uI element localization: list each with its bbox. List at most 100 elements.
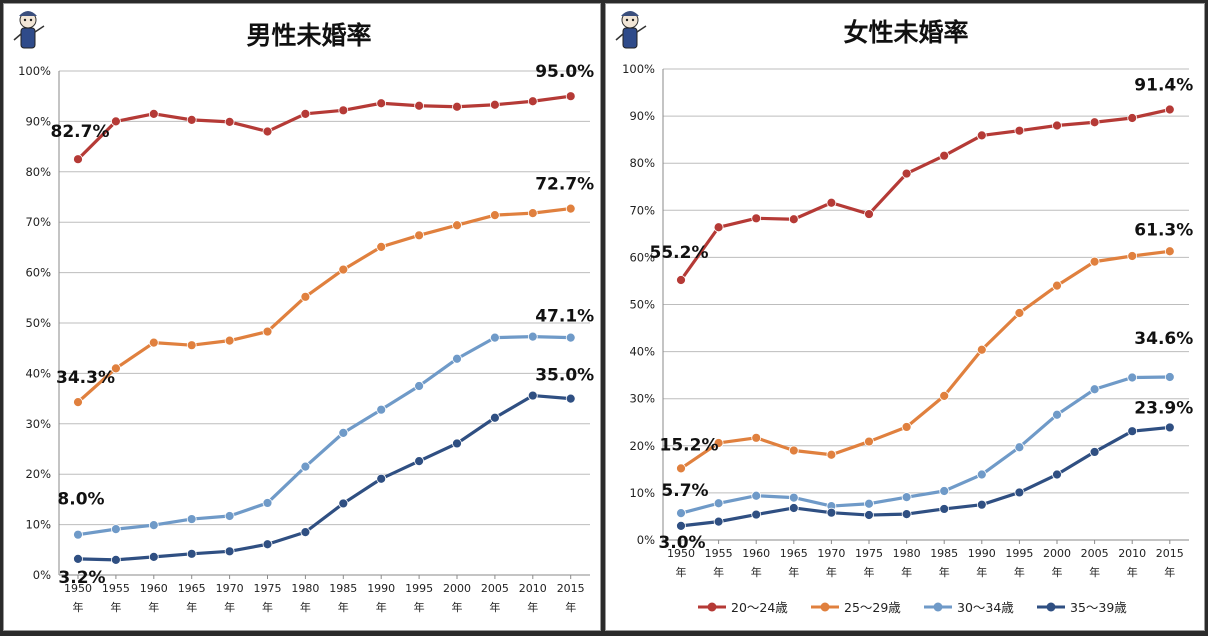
data-point	[788, 503, 799, 513]
data-point	[751, 432, 762, 443]
data-point	[1164, 422, 1175, 433]
male-chart-panel: 男性未婚率 0% 10% 20% 30% 40% 50% 60% 70% 80% 90% 100% 19…	[3, 3, 601, 631]
data-point	[1089, 384, 1100, 395]
x-tick-suffix: 年	[527, 600, 538, 614]
data-label: 3.0%	[658, 533, 705, 553]
x-tick-label: 1970	[216, 582, 244, 595]
x-tick-label: 1965	[780, 547, 808, 560]
mascot-icon	[615, 11, 647, 49]
data-point	[864, 209, 874, 219]
mascot-body	[20, 27, 36, 49]
data-label: 47.1%	[535, 307, 594, 327]
data-point	[224, 546, 235, 557]
mascot-eye	[23, 18, 27, 22]
data-point	[864, 436, 874, 447]
y-tick-label: 100%	[622, 62, 655, 76]
data-point	[751, 213, 762, 224]
x-tick-suffix: 年	[713, 565, 724, 579]
data-point	[186, 340, 197, 351]
male-unmarried-rate-chart: 男性未婚率 0% 10% 20% 30% 40% 50% 60% 70% 80% 90% 100% 19…	[13, 11, 594, 614]
data-point	[1127, 372, 1138, 383]
x-tick-suffix: 年	[976, 565, 987, 579]
data-point	[376, 98, 387, 109]
x-tick-label: 1965	[178, 582, 206, 595]
data-point	[864, 510, 874, 520]
legend-swatch-marker	[1046, 602, 1056, 612]
data-point	[1052, 280, 1062, 291]
data-label: 91.4%	[1134, 76, 1193, 96]
data-point	[976, 469, 987, 480]
data-point	[1014, 308, 1025, 318]
series-line-1	[680, 249, 1170, 470]
data-point	[1127, 251, 1138, 261]
data-point	[676, 520, 686, 531]
y-tick-label: 70%	[629, 203, 655, 217]
chart-title: 男性未婚率	[246, 21, 371, 50]
data-point	[751, 509, 762, 520]
x-tick-label: 2010	[519, 582, 547, 595]
data-point	[1052, 469, 1062, 480]
data-point	[300, 108, 311, 119]
x-tick-suffix: 年	[338, 600, 349, 614]
chart-title: 女性未婚率	[843, 18, 968, 47]
x-tick-suffix: 年	[901, 565, 912, 579]
data-point	[73, 553, 83, 564]
data-point	[565, 393, 576, 404]
x-tick-suffix: 年	[414, 600, 425, 614]
data-label: 35.0%	[535, 366, 594, 386]
y-tick-label: 90%	[629, 109, 655, 123]
y-tick-label: 20%	[25, 467, 51, 481]
x-tick-label: 2000	[1043, 547, 1071, 560]
y-tick-label: 30%	[629, 392, 655, 406]
data-point	[565, 203, 576, 214]
data-point	[1164, 372, 1175, 382]
data-point	[713, 438, 724, 448]
y-tick-label: 40%	[25, 366, 51, 380]
data-point	[376, 473, 387, 484]
mascot-arm-left	[615, 33, 624, 41]
x-tick-suffix: 年	[751, 565, 762, 579]
x-tick-label: 1995	[405, 582, 433, 595]
x-tick-suffix: 年	[1164, 565, 1175, 579]
x-tick-suffix: 年	[676, 565, 687, 579]
series-line-2	[680, 375, 1170, 515]
series-line-0	[679, 107, 1171, 281]
data-point	[788, 445, 799, 456]
data-point	[1052, 409, 1062, 420]
y-tick-label: 100%	[18, 64, 51, 78]
data-point	[565, 332, 576, 343]
data-point	[1014, 442, 1025, 453]
x-tick-label: 1985	[930, 547, 958, 560]
data-point	[489, 210, 500, 221]
mascot-eye	[625, 18, 629, 22]
legend-swatch-marker	[820, 602, 830, 612]
x-tick-label: 1985	[329, 582, 357, 595]
data-point	[527, 331, 538, 342]
x-tick-suffix: 年	[300, 600, 311, 614]
data-point	[1164, 246, 1175, 257]
data-point	[300, 527, 311, 538]
x-tick-suffix: 年	[376, 600, 387, 614]
data-point	[1089, 117, 1100, 128]
x-tick-label: 1980	[291, 582, 319, 595]
data-point	[676, 508, 686, 519]
series-line-2	[77, 335, 571, 537]
x-tick-label: 1955	[102, 582, 130, 595]
x-tick-suffix: 年	[262, 600, 273, 614]
x-tick-label: 2005	[481, 582, 509, 595]
legend-label: 20〜24歳	[731, 600, 788, 615]
x-tick-suffix: 年	[186, 600, 197, 614]
legend-swatch-marker	[933, 602, 943, 612]
y-tick-label: 0%	[637, 533, 655, 547]
y-tick-label: 40%	[629, 345, 655, 359]
data-point	[111, 363, 121, 374]
y-tick-label: 70%	[25, 215, 51, 229]
series-line-1	[76, 207, 571, 404]
data-point	[901, 422, 912, 432]
data-point	[300, 461, 311, 472]
data-point	[864, 498, 874, 509]
data-point	[713, 516, 724, 527]
data-label: 95.0%	[535, 62, 594, 82]
data-point	[224, 335, 235, 346]
data-point	[713, 222, 724, 233]
